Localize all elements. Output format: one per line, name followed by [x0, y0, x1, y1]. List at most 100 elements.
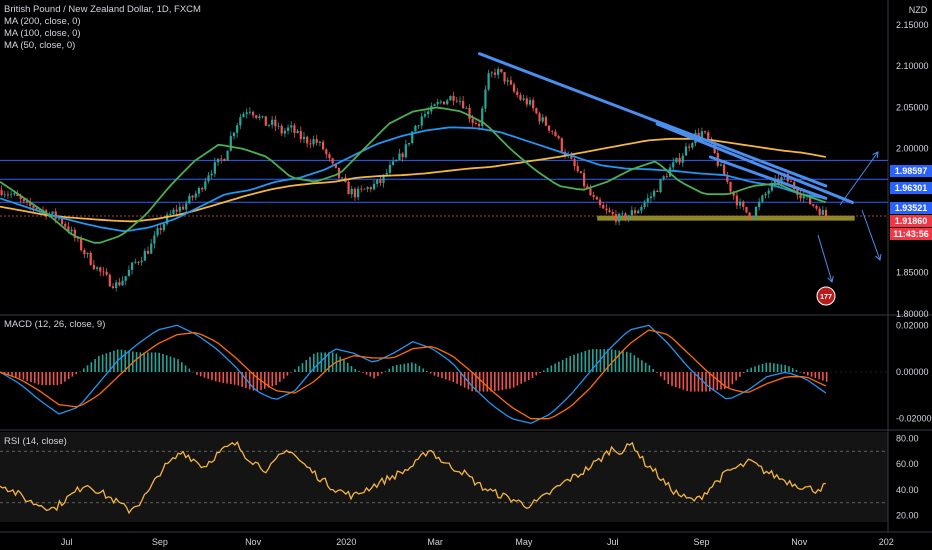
- candle-body: [487, 73, 490, 90]
- time-tick-label: Mar: [427, 537, 443, 547]
- candle-body: [723, 164, 726, 177]
- macd-histogram-bar: [550, 365, 553, 372]
- price-tag-label: 1.96301: [895, 183, 928, 193]
- candle-body: [738, 201, 742, 206]
- candle-body: [60, 218, 64, 224]
- candle-body: [500, 69, 503, 73]
- macd-histogram-bar: [154, 352, 157, 372]
- candle-body: [703, 131, 707, 133]
- candle-body: [318, 141, 322, 143]
- candle-body: [388, 164, 392, 173]
- macd-histogram-bar: [478, 372, 481, 392]
- macd-histogram-bar: [512, 372, 515, 388]
- macd-histogram-bar: [614, 349, 617, 372]
- macd-histogram-bar: [67, 372, 70, 380]
- candle-body: [633, 210, 637, 214]
- macd-histogram-bar: [362, 372, 364, 373]
- macd-histogram-bar: [98, 355, 100, 372]
- macd-histogram-bar: [727, 372, 730, 389]
- macd-histogram-bar: [543, 370, 545, 372]
- macd-histogram-bar: [652, 368, 654, 372]
- price-tag-label: 1.98597: [895, 166, 928, 176]
- candle-body: [503, 72, 506, 82]
- candle-body: [92, 264, 96, 269]
- macd-histogram-bar: [33, 372, 36, 384]
- macd-histogram-bar: [573, 354, 575, 372]
- candle-body: [684, 146, 688, 156]
- candle-body: [80, 238, 83, 251]
- candle-body: [697, 132, 700, 138]
- macd-histogram-bar: [437, 372, 440, 377]
- candle-body: [780, 177, 783, 184]
- candle-body: [557, 136, 560, 139]
- candle-body: [535, 108, 538, 114]
- macd-histogram-bar: [86, 365, 89, 372]
- macd-histogram-bar: [584, 350, 587, 372]
- trendline: [655, 122, 854, 204]
- alert-badge[interactable]: 177: [816, 286, 836, 306]
- macd-histogram-bar: [493, 372, 496, 392]
- candle-body: [127, 269, 131, 277]
- candle-body: [306, 136, 309, 144]
- macd-histogram-bar: [825, 372, 828, 382]
- macd-histogram-bar: [196, 372, 198, 375]
- price-tick-label: 1.80000: [896, 309, 929, 319]
- macd-histogram-bar: [452, 372, 455, 382]
- macd-histogram-bar: [622, 351, 624, 372]
- macd-histogram-bar: [256, 372, 259, 392]
- candle-body: [290, 125, 293, 128]
- macd-histogram-bar: [814, 372, 817, 379]
- candle-body: [420, 116, 423, 126]
- candle-body: [446, 100, 449, 105]
- macd-histogram-bar: [705, 372, 707, 392]
- candle-body: [672, 162, 675, 168]
- currency-label: NZD: [909, 5, 928, 15]
- macd-histogram-bar: [90, 362, 93, 372]
- macd-histogram-bar: [52, 372, 55, 386]
- alert-icon[interactable]: [816, 286, 836, 306]
- macd-pane: [0, 324, 888, 424]
- macd-histogram-bar: [241, 372, 243, 387]
- candle-body: [621, 213, 624, 215]
- macd-histogram-bar: [456, 372, 458, 384]
- macd-histogram-bar: [788, 366, 790, 372]
- macd-histogram-bar: [214, 372, 217, 382]
- price-tag-bg: [890, 182, 932, 194]
- candle-body: [824, 210, 828, 217]
- candle-body: [497, 69, 500, 75]
- candle-body: [210, 173, 213, 176]
- candle-body: [758, 201, 761, 208]
- candle-body: [656, 190, 659, 192]
- macd-histogram-bar: [588, 349, 590, 372]
- macd-line: [0, 324, 827, 424]
- macd-histogram-bar: [558, 361, 560, 372]
- macd-histogram-bar: [407, 363, 409, 372]
- macd-histogram-bar: [354, 369, 357, 372]
- macd-histogram-bar: [467, 372, 470, 390]
- macd-histogram-bar: [444, 372, 447, 380]
- candle-body: [392, 161, 395, 165]
- price-tag-label: 11:43:56: [893, 229, 929, 239]
- macd-histogram-bar: [56, 372, 59, 386]
- macd-histogram-bar: [644, 362, 647, 372]
- macd-histogram-bar: [369, 372, 372, 377]
- macd-histogram-bar: [169, 356, 172, 372]
- candle-body: [185, 203, 188, 210]
- macd-histogram-bar: [697, 372, 700, 392]
- macd-histogram-bar: [399, 364, 402, 372]
- rsi-tick-label: 40.00: [896, 485, 919, 495]
- candle-body: [385, 172, 388, 175]
- candle-body: [554, 131, 557, 137]
- trendline: [478, 52, 828, 188]
- macd-histogram-bar: [263, 372, 266, 389]
- macd-histogram-bar: [94, 359, 96, 372]
- macd-histogram-bar: [739, 372, 741, 377]
- macd-histogram-bar: [173, 357, 176, 372]
- candle-body: [226, 150, 229, 161]
- macd-histogram-bar: [267, 372, 270, 388]
- macd-histogram-bar: [682, 372, 685, 390]
- candle-body: [258, 116, 261, 119]
- macd-histogram-bar: [358, 370, 360, 372]
- macd-histogram-bar: [765, 362, 768, 372]
